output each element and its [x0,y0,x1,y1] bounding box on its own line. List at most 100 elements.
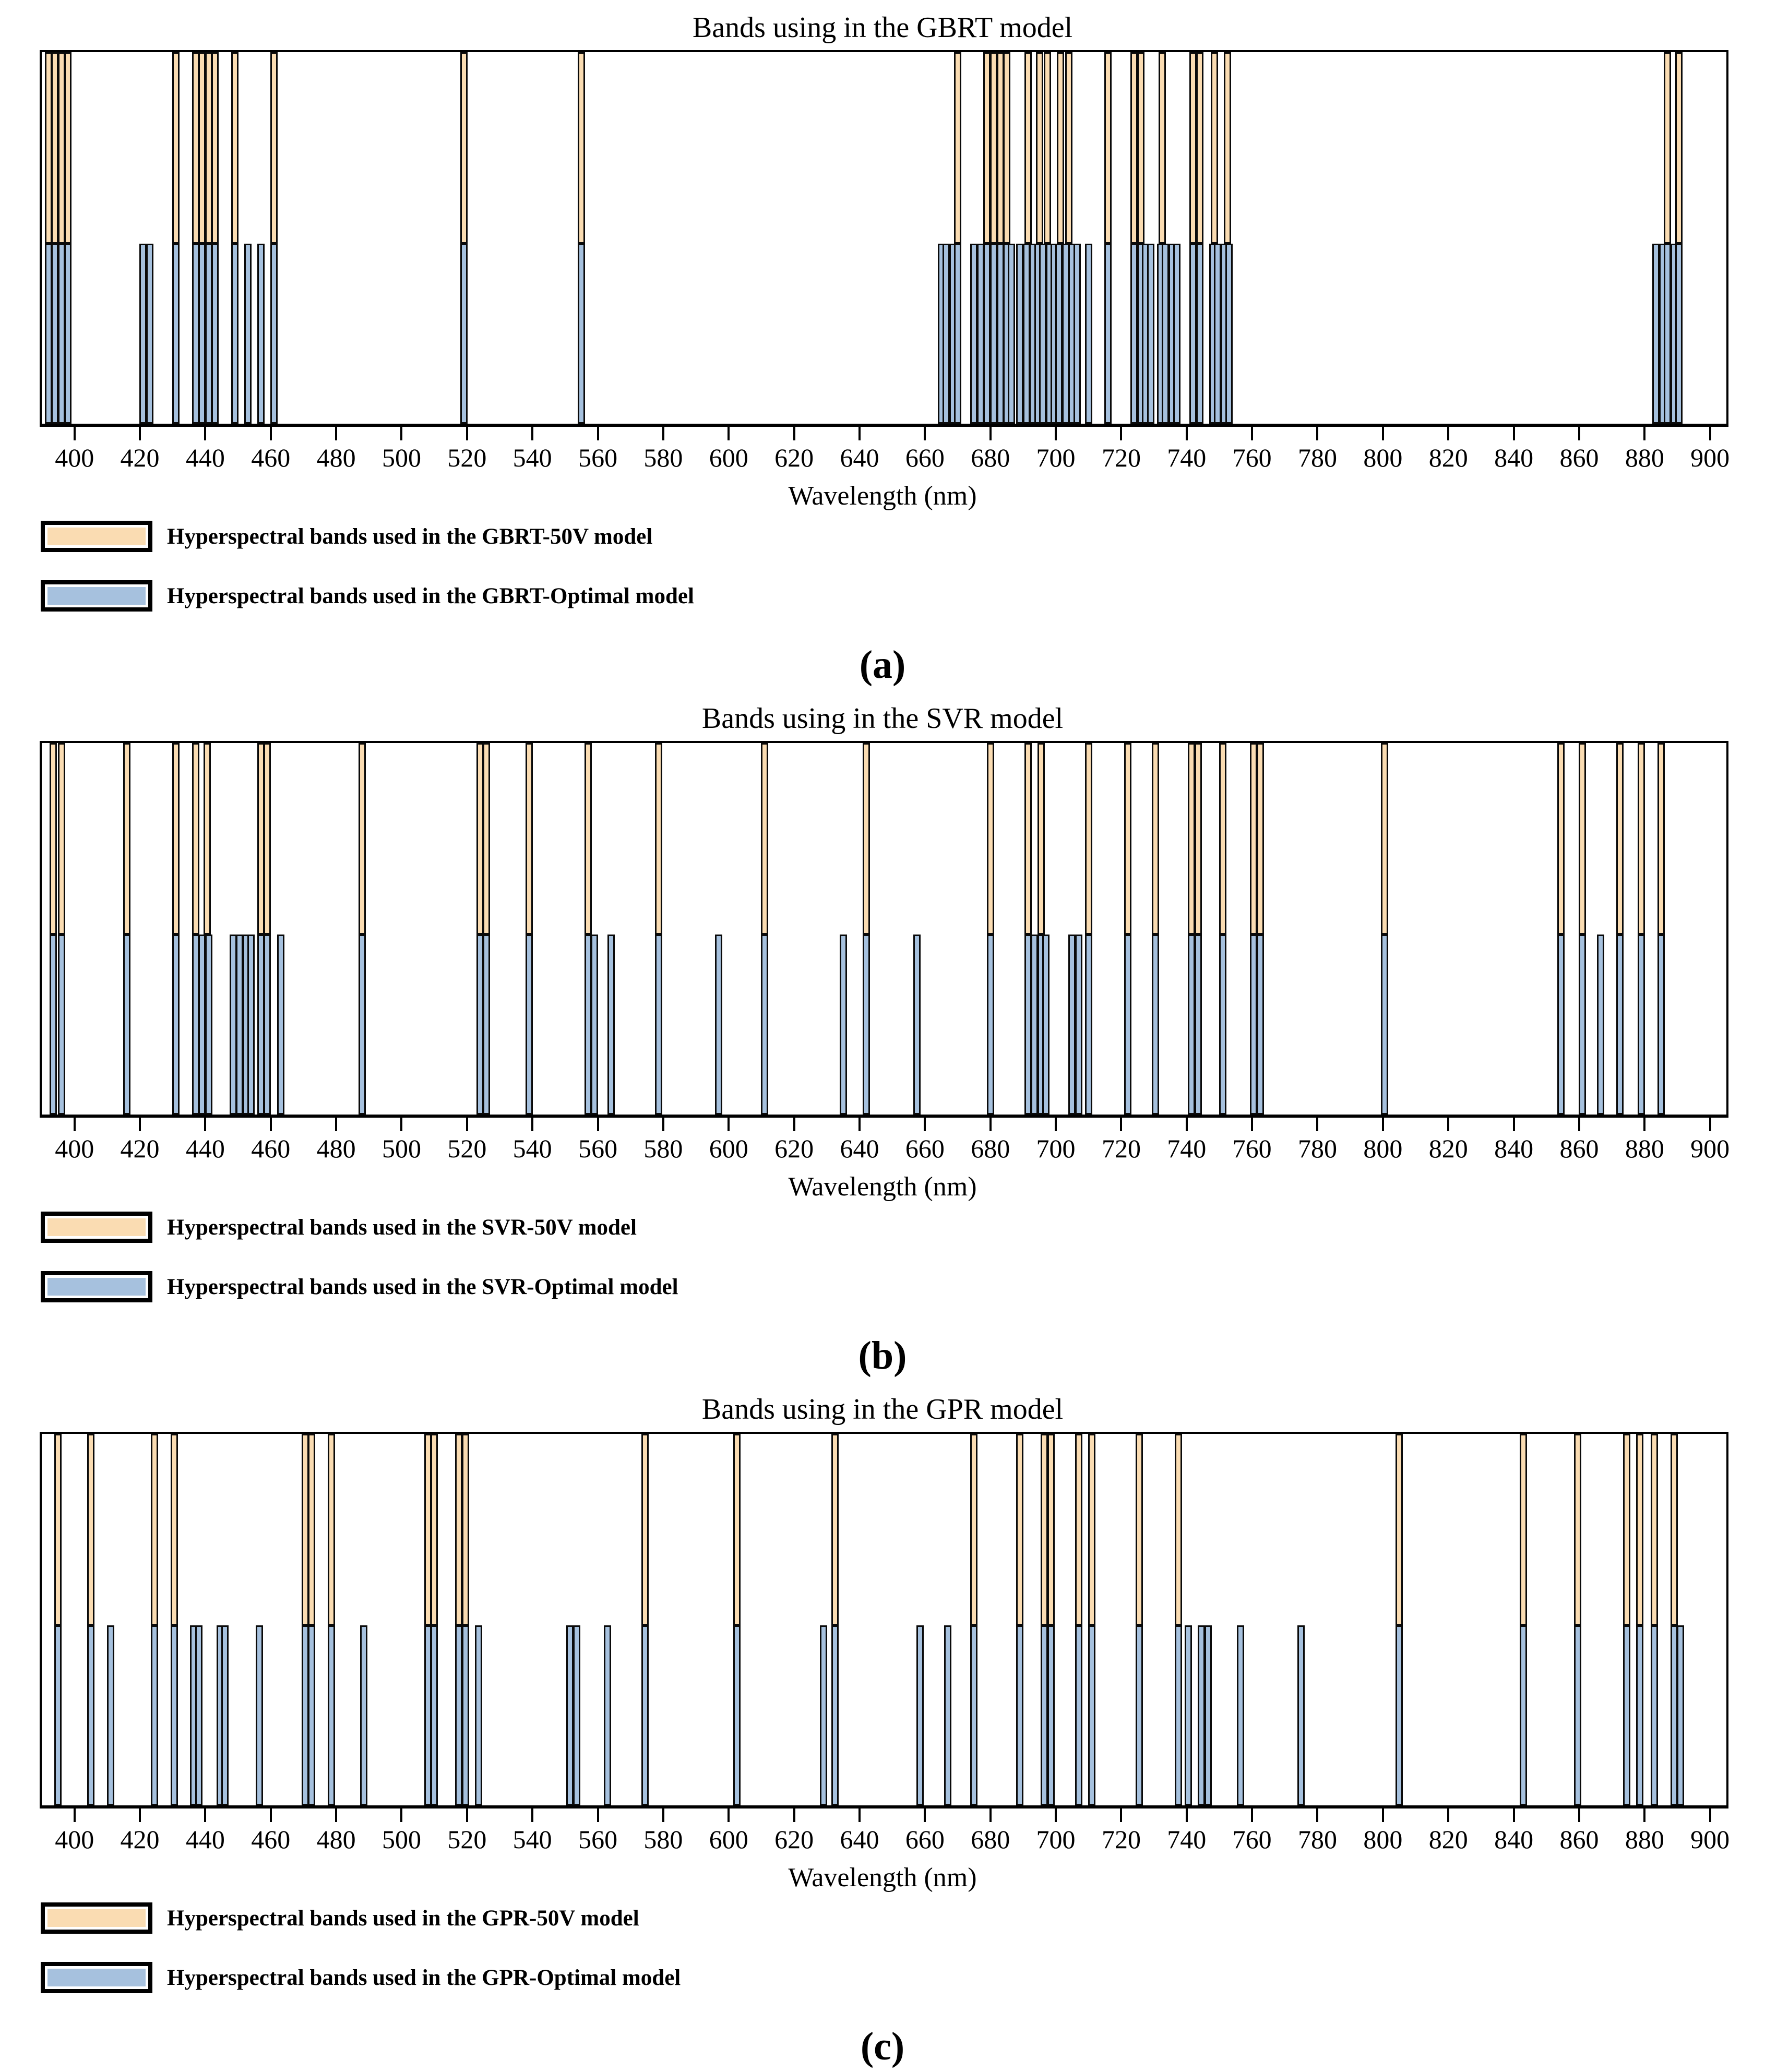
band-bar-optimal [1657,934,1665,1115]
x-tick-mark [597,427,599,440]
chart-title: Bands using in the GPR model [701,1393,1064,1426]
band-bar-optimal [277,934,284,1115]
x-tick-mark [1055,427,1057,440]
band-bar-optimal [1256,934,1264,1115]
band-bar-50v [198,52,206,244]
x-tick-mark [1512,427,1515,440]
band-bar-optimal [1130,243,1138,424]
band-bar-optimal [1022,243,1030,424]
band-bar-50v [1016,1434,1024,1625]
band-bar-50v [151,1434,159,1625]
x-tick-mark [728,1808,730,1822]
x-tick-label: 660 [905,443,945,472]
band-bar-50v [359,743,366,935]
band-bar-optimal [1237,1625,1245,1805]
x-tick-mark [793,1118,795,1131]
x-tick-mark [466,1118,468,1131]
x-tick-label: 900 [1690,443,1730,472]
x-tick-label: 880 [1625,1825,1664,1854]
band-bar-optimal [1062,243,1069,424]
chart-title: Bands using in the SVR model [701,702,1064,735]
x-tick-mark [728,1118,730,1131]
band-bar-50v [1135,1434,1143,1625]
band-bar-50v [231,52,238,244]
x-tick-label: 900 [1690,1134,1730,1163]
x-tick-mark [1251,1118,1254,1131]
band-bar-50v [1024,52,1032,244]
band-bar-optimal [1636,1625,1643,1805]
x-tick-mark [1643,1118,1646,1131]
x-tick-mark [335,1118,338,1131]
x-tick-label: 680 [971,1825,1010,1854]
legend-row-50v: Hyperspectral bands used in the SVR-50V … [41,1211,1765,1244]
band-bar-optimal [198,243,206,424]
x-tick-mark [989,427,992,440]
band-bar-optimal [1162,243,1170,424]
x-tick-label: 680 [971,1134,1010,1163]
band-bar-50v [1250,743,1258,935]
legend-row-optimal: Hyperspectral bands used in the SVR-Opti… [41,1270,1765,1303]
band-bar-optimal [1042,934,1050,1115]
band-bar-50v [1037,743,1045,935]
band-bar-50v [1124,743,1131,935]
band-bar-50v [308,1434,316,1625]
x-tick-mark [1120,1808,1123,1822]
x-tick-mark [1251,427,1254,440]
x-tick-mark [924,1808,926,1822]
x-tick-mark [1185,1808,1188,1822]
x-tick-mark [989,1808,992,1822]
x-tick-label: 500 [381,1825,421,1854]
x-tick-mark [989,1118,992,1131]
x-tick-label: 840 [1494,1825,1534,1854]
band-bar-optimal [1084,243,1092,424]
x-tick-mark [1381,1118,1384,1131]
x-tick-mark [400,1118,403,1131]
band-bar-optimal [1651,1625,1659,1805]
band-bar-optimal [455,1625,463,1805]
band-bar-optimal [1196,243,1203,424]
chart-panel-b: Bands using in the SVR model 400 420 440 46… [0,691,1765,1382]
x-tick-label: 720 [1101,1825,1141,1854]
panel-label: (c) [860,2025,905,2068]
band-bar-50v [170,1434,178,1625]
band-bar-optimal [1031,934,1039,1115]
x-tick-label: 800 [1363,443,1403,472]
x-tick-label: 800 [1363,1134,1403,1163]
band-bar-optimal [257,934,265,1115]
band-bar-50v [1075,1434,1082,1625]
band-bar-50v [461,1434,469,1625]
band-bar-50v [1130,52,1138,244]
x-tick-mark [728,427,730,440]
band-bar-optimal [195,1625,202,1805]
band-bar-50v [761,743,769,935]
band-bar-optimal [1188,934,1196,1115]
x-tick-mark [1709,1118,1711,1131]
band-bar-optimal [221,1625,229,1805]
band-bar-optimal [970,1625,978,1805]
x-tick-label: 560 [578,443,618,472]
band-bar-optimal [989,243,997,424]
band-bar-optimal [654,934,662,1115]
x-tick-label: 420 [120,1825,160,1854]
x-tick-mark [662,1808,664,1822]
band-bar-50v [64,52,72,244]
x-tick-label: 460 [251,1825,291,1854]
x-tick-label: 640 [840,1825,879,1854]
band-bar-50v [525,743,533,935]
band-bar-50v [57,52,65,244]
band-bar-optimal [106,1625,114,1805]
band-bar-50v [1188,743,1196,935]
x-tick-mark [400,427,403,440]
x-tick-label: 420 [120,443,160,472]
x-tick-mark [1643,1808,1646,1822]
x-tick-mark [597,1118,599,1131]
x-tick-mark [269,1118,272,1131]
band-bar-50v [301,1434,309,1625]
x-tick-mark [662,1118,664,1131]
band-bar-optimal [943,243,950,424]
band-bar-optimal [236,934,244,1115]
band-bar-optimal [1068,934,1076,1115]
legend-row-50v: Hyperspectral bands used in the GPR-50V … [41,1901,1765,1935]
band-bar-50v [1044,52,1052,244]
